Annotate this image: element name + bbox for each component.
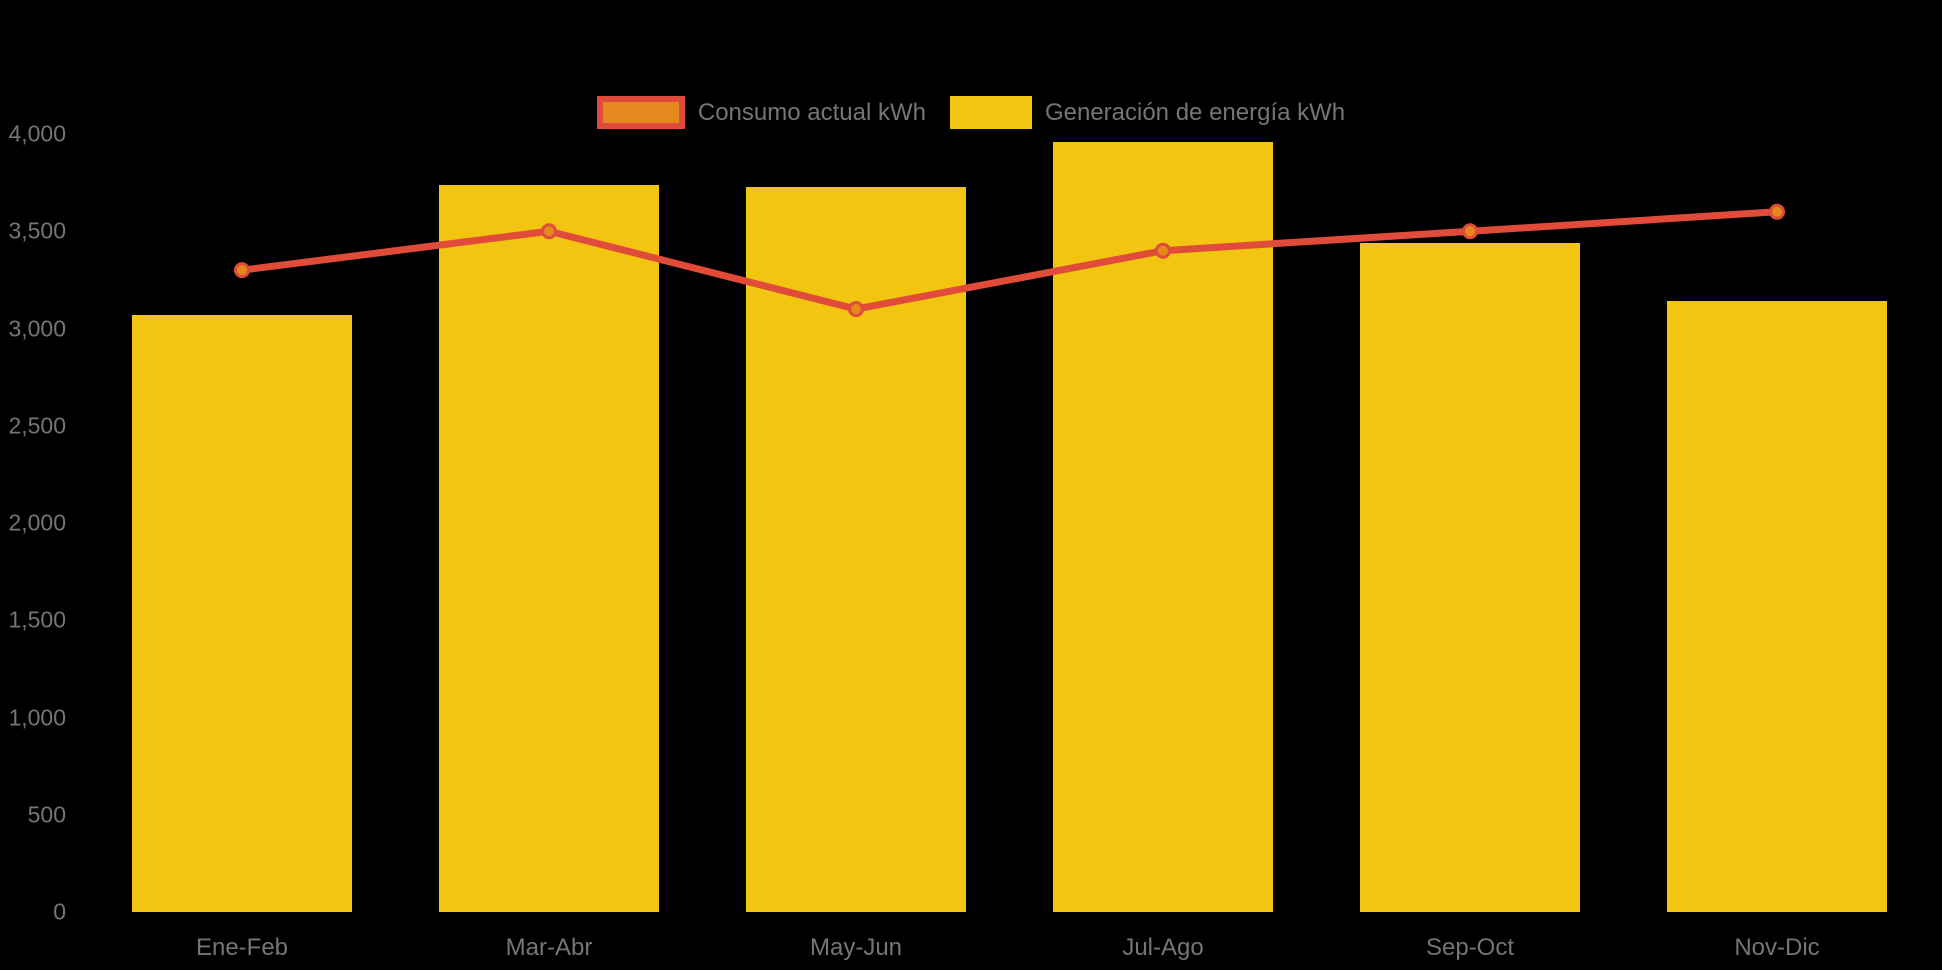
generation-bar-nov-dic[interactable]	[1667, 301, 1887, 912]
x-axis-label-mar-abr: Mar-Abr	[505, 934, 593, 961]
y-axis-tick-label: 2,500	[8, 412, 66, 439]
chart-legend: Consumo actual kWh Generación de energía…	[0, 95, 1942, 129]
consumption-point-nov-dic[interactable]	[1769, 203, 1785, 220]
legend-item-generacion[interactable]: Generación de energía kWh	[949, 95, 1346, 129]
generation-bar-jul-ago[interactable]	[1053, 141, 1273, 912]
y-axis-tick-label: 3,500	[8, 217, 66, 244]
y-axis-tick-label: 1,500	[8, 606, 66, 633]
generation-bar-ene-feb[interactable]	[132, 314, 352, 912]
y-axis-tick-label: 1,000	[8, 704, 66, 730]
x-axis-label-may-jun: May-Jun	[809, 934, 903, 961]
consumption-point-ene-feb[interactable]	[234, 262, 250, 279]
legend-swatch-generacion-icon	[949, 95, 1032, 129]
y-axis-tick-label: 0	[53, 898, 66, 925]
x-axis-label-ene-feb: Ene-Feb	[195, 934, 289, 961]
legend-swatch-consumo-icon	[596, 95, 685, 129]
x-axis-label-nov-dic: Nov-Dic	[1734, 934, 1820, 961]
legend-label-generacion: Generación de energía kWh	[1044, 98, 1346, 126]
generation-bar-sep-oct[interactable]	[1360, 242, 1580, 912]
generation-bar-may-jun[interactable]	[746, 186, 966, 912]
x-axis-label-jul-ago: Jul-Ago	[1122, 934, 1204, 961]
consumption-point-sep-oct[interactable]	[1462, 223, 1478, 240]
y-axis-tick-label: 500	[27, 801, 66, 828]
legend-label-consumo: Consumo actual kWh	[697, 98, 926, 126]
generation-bar-mar-abr[interactable]	[439, 184, 659, 912]
y-axis-tick-label: 2,000	[8, 509, 66, 536]
x-axis-label-sep-oct: Sep-Oct	[1425, 934, 1515, 961]
y-axis-tick-label: 4,000	[8, 120, 66, 147]
y-axis-tick-label: 3,000	[8, 315, 66, 341]
legend-item-consumo[interactable]: Consumo actual kWh	[596, 95, 926, 129]
